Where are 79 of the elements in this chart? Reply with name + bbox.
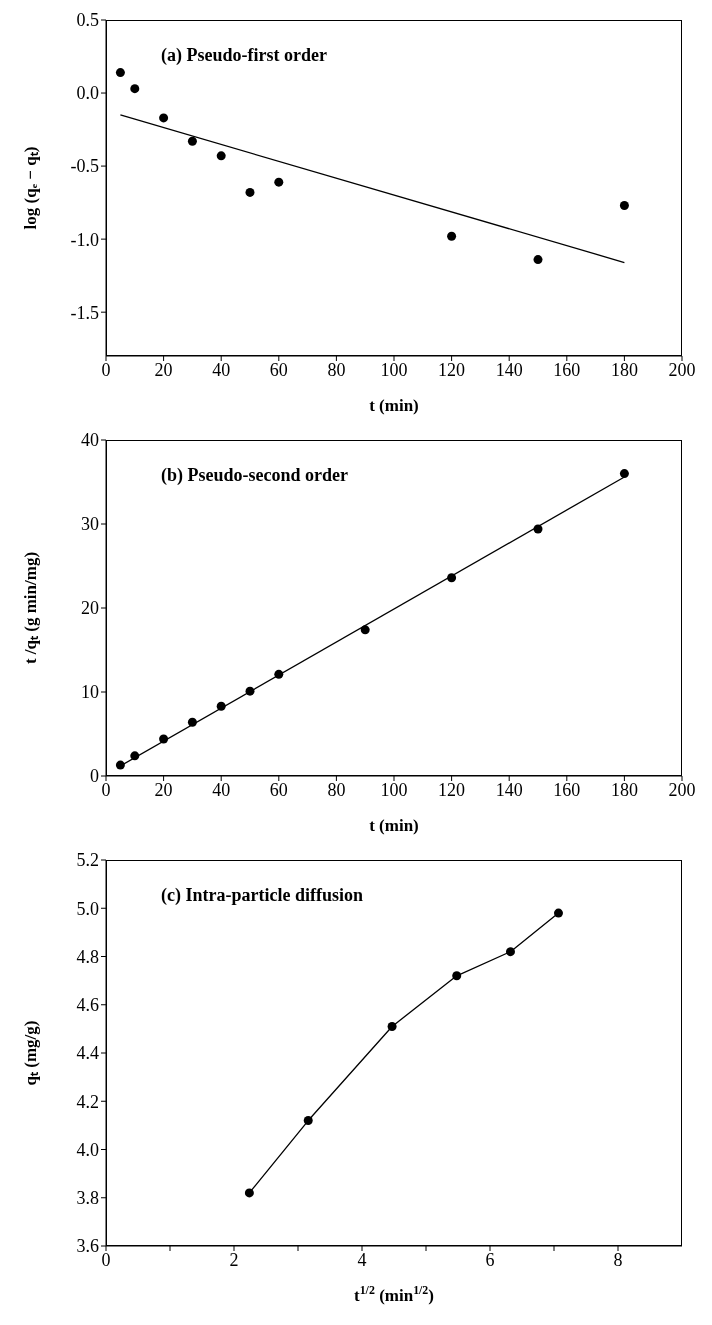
x-axis-title: t$^{1/2}$ (min$^{1/2}$) [354,1283,434,1305]
x-tick-label: 40 [212,359,231,380]
y-tick-label: 3.8 [76,1188,99,1209]
y-tick-label: 0.5 [76,10,99,31]
x-tick-label: 6 [485,1249,495,1270]
point [245,187,255,197]
x-tick-label: 60 [269,359,288,380]
y-tick-label: -1.0 [70,229,99,250]
y-tick-label: 20 [81,598,99,619]
point [533,255,543,265]
point [244,1188,254,1198]
x-tick-label: 80 [327,359,346,380]
x-tick-label: 20 [154,359,173,380]
point [274,177,284,187]
x-tick-label: 60 [269,779,288,800]
point [159,113,169,123]
point [533,524,543,534]
point [159,734,169,744]
x-tick-label: 140 [495,359,523,380]
x-tick-label: 100 [380,779,408,800]
point [505,947,515,957]
x-tick-label: 180 [610,359,638,380]
y-axis-title: log (qₑ − qₜ) [21,146,40,230]
x-tick-label: 100 [380,359,408,380]
x-tick-label: 20 [154,779,173,800]
y-tick-label: 10 [81,682,99,703]
y-tick-label: 5.0 [76,898,99,919]
y-tick-label: 3.6 [76,1236,99,1257]
point [619,201,629,211]
x-tick-label: 80 [327,779,346,800]
point [115,68,125,78]
point [619,469,629,479]
point [187,136,197,146]
point [216,701,226,711]
y-axis-title: qₜ (mg/g) [21,1020,40,1086]
point [245,686,255,696]
y-tick-label: 4.6 [76,995,99,1016]
point [216,151,226,161]
y-tick-label: -1.5 [70,302,99,323]
y-tick-label: 4.8 [76,946,99,967]
x-tick-label: 180 [610,779,638,800]
y-axis-title: t /qₜ (g min/mg) [21,551,40,665]
point [553,908,563,918]
x-tick-label: 120 [438,779,466,800]
x-tick-label: 160 [553,779,581,800]
point [130,84,140,94]
point [115,760,125,770]
y-tick-label: 30 [81,514,99,535]
y-tick-label: 4.2 [76,1091,99,1112]
x-tick-label: 8 [613,1249,623,1270]
text: (b) Pseudo-second order [161,465,348,486]
x-axis-title: t (min) [369,816,419,835]
text: (c) Intra-particle diffusion [161,885,363,906]
x-tick-label: 160 [553,359,581,380]
x-tick-label: 120 [438,359,466,380]
y-tick-label: 0.0 [76,83,99,104]
y-tick-label: 4.4 [76,1043,99,1064]
point [447,573,457,583]
y-tick-label: 0 [90,766,99,787]
point [274,669,284,679]
y-tick-label: 40 [81,430,99,451]
x-tick-label: 140 [495,779,523,800]
point [447,231,457,241]
y-tick-label: -0.5 [70,156,99,177]
x-tick-label: 200 [668,779,696,800]
point [303,1116,313,1126]
x-tick-label: 2 [229,1249,239,1270]
y-tick-label: 5.2 [76,850,99,871]
x-tick-label: 200 [668,359,696,380]
point [452,971,462,981]
y-tick-label: 4.0 [76,1139,99,1160]
x-tick-label: 4 [357,1249,367,1270]
x-tick-label: 40 [212,779,231,800]
text: (a) Pseudo-first order [161,45,327,66]
point [360,625,370,635]
point [187,717,197,727]
x-axis-title: t (min) [369,396,419,415]
point [130,751,140,761]
point [387,1021,397,1031]
